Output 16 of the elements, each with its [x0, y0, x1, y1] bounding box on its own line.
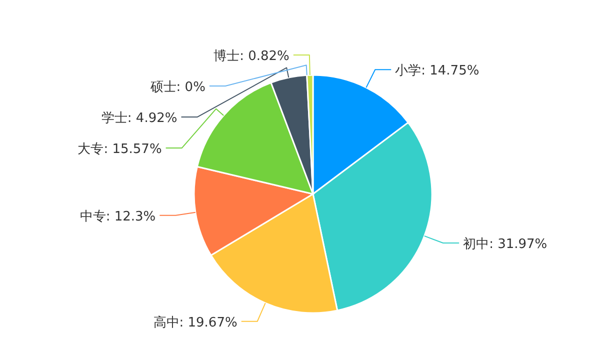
slice-label: 学士 — [101, 111, 128, 126]
slice-label: 博士 — [214, 49, 240, 64]
text: : 0% — [176, 80, 206, 96]
data-label: : 31.97% — [489, 237, 548, 252]
slice-label: 大专 — [78, 142, 104, 158]
slice-label: 中专 — [80, 209, 106, 224]
slice-label: 高中 — [153, 314, 180, 330]
data-label: : 14.75% — [421, 64, 480, 79]
data-label: : 12.3% — [106, 209, 156, 224]
data-label: : 19.67% — [179, 315, 238, 330]
data-label: : 4.92% — [127, 111, 178, 126]
data-label: : 15.57% — [104, 142, 162, 158]
slice-label: 初中 — [463, 237, 490, 252]
slice-label: 小学 — [395, 64, 422, 79]
category-label: 硕士 — [150, 80, 176, 96]
data-label: : 0.82% — [240, 49, 290, 64]
